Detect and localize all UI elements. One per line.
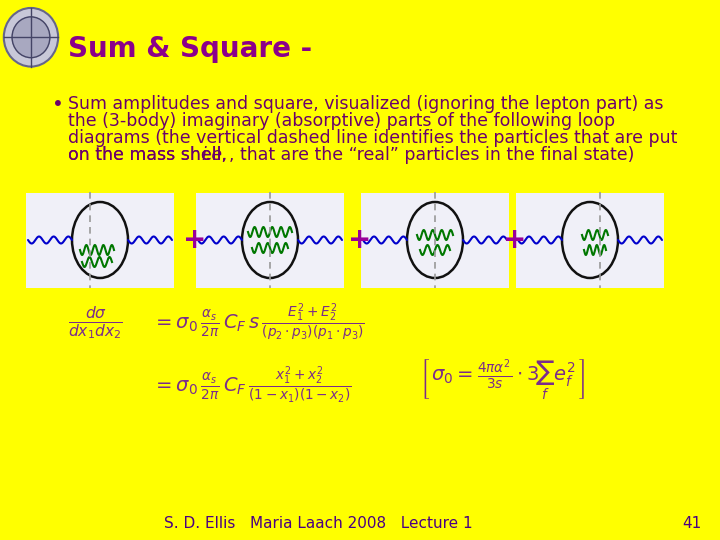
FancyBboxPatch shape [26, 193, 174, 288]
Text: on the mass shell,: on the mass shell, [68, 146, 233, 164]
Text: i.e.: i.e. [201, 146, 228, 164]
Text: +: + [348, 226, 372, 254]
Text: +: + [184, 226, 207, 254]
Text: $= \sigma_0\,\frac{\alpha_s}{2\pi}\,C_F\,s\,\frac{E_1^2 + E_2^2}{(p_2 \cdot p_3): $= \sigma_0\,\frac{\alpha_s}{2\pi}\,C_F\… [152, 302, 365, 344]
Text: the (3-body) imaginary (absorptive) parts of the following loop: the (3-body) imaginary (absorptive) part… [68, 112, 615, 130]
Circle shape [4, 8, 58, 66]
Text: Sum amplitudes and square, visualized (ignoring the lepton part) as: Sum amplitudes and square, visualized (i… [68, 95, 664, 113]
Text: $= \sigma_0\,\frac{\alpha_s}{2\pi}\,C_F\,\frac{x_1^2 + x_2^2}{(1-x_1)(1-x_2)}$: $= \sigma_0\,\frac{\alpha_s}{2\pi}\,C_F\… [152, 365, 351, 406]
Text: 41: 41 [683, 516, 701, 531]
Text: •: • [52, 95, 64, 114]
Text: Sum & Square -: Sum & Square - [68, 35, 312, 63]
Text: , that are the “real” particles in the final state): , that are the “real” particles in the f… [229, 146, 634, 164]
Text: $\left[\,\sigma_0 = \frac{4\pi\alpha^2}{3s}\cdot 3\!\sum_f e_f^2\,\right]$: $\left[\,\sigma_0 = \frac{4\pi\alpha^2}{… [420, 358, 585, 403]
Text: $\frac{d\sigma}{dx_1 dx_2}$: $\frac{d\sigma}{dx_1 dx_2}$ [68, 305, 123, 342]
Text: +: + [503, 226, 527, 254]
Text: on the mass shell,: on the mass shell, [68, 146, 233, 164]
FancyBboxPatch shape [361, 193, 509, 288]
FancyBboxPatch shape [516, 193, 664, 288]
FancyBboxPatch shape [196, 193, 344, 288]
Text: diagrams (the vertical dashed line identifies the particles that are put: diagrams (the vertical dashed line ident… [68, 129, 678, 147]
Text: S. D. Ellis   Maria Laach 2008   Lecture 1: S. D. Ellis Maria Laach 2008 Lecture 1 [163, 516, 472, 531]
Circle shape [12, 17, 50, 58]
